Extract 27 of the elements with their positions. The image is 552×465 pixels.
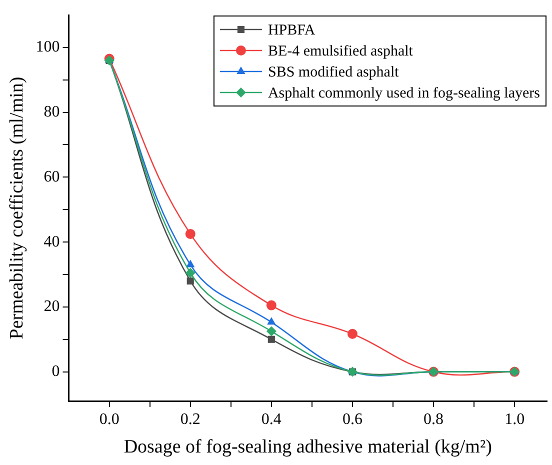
y-tick-label: 40	[44, 233, 60, 250]
y-tick-label: 100	[36, 38, 60, 56]
point	[347, 328, 358, 339]
point	[266, 300, 276, 310]
x-tick-label: 0.6	[342, 410, 362, 428]
x-tick-label: 0.8	[424, 410, 444, 428]
x-tick-label: 0.2	[180, 410, 200, 428]
y-tick-label: 20	[44, 298, 60, 316]
legend-label: HPBFA	[268, 22, 316, 38]
legend-label: BE-4 emulsified asphalt	[268, 43, 414, 60]
legend-label: Asphalt commonly used in fog-sealing layers	[268, 85, 540, 102]
y-tick-label: 80	[44, 104, 60, 121]
point	[266, 326, 276, 336]
legend-label: SBS modified asphalt	[268, 64, 400, 80]
point	[186, 260, 195, 268]
x-tick-label: 0.0	[99, 410, 120, 428]
x-tick-label: 0.4	[261, 410, 282, 428]
y-axis-title: Permeability coefficients (ml/min)	[6, 76, 28, 340]
x-axis-title: Dosage of fog-sealing adhesive material (kg/m²)	[124, 436, 492, 458]
y-tick-label: 0	[52, 363, 60, 380]
x-tick-label: 1.0	[504, 410, 525, 428]
point	[186, 277, 194, 285]
point	[268, 336, 275, 343]
point	[185, 228, 196, 239]
point	[267, 317, 276, 325]
point	[185, 268, 196, 278]
y-tick-label: 60	[44, 168, 60, 186]
